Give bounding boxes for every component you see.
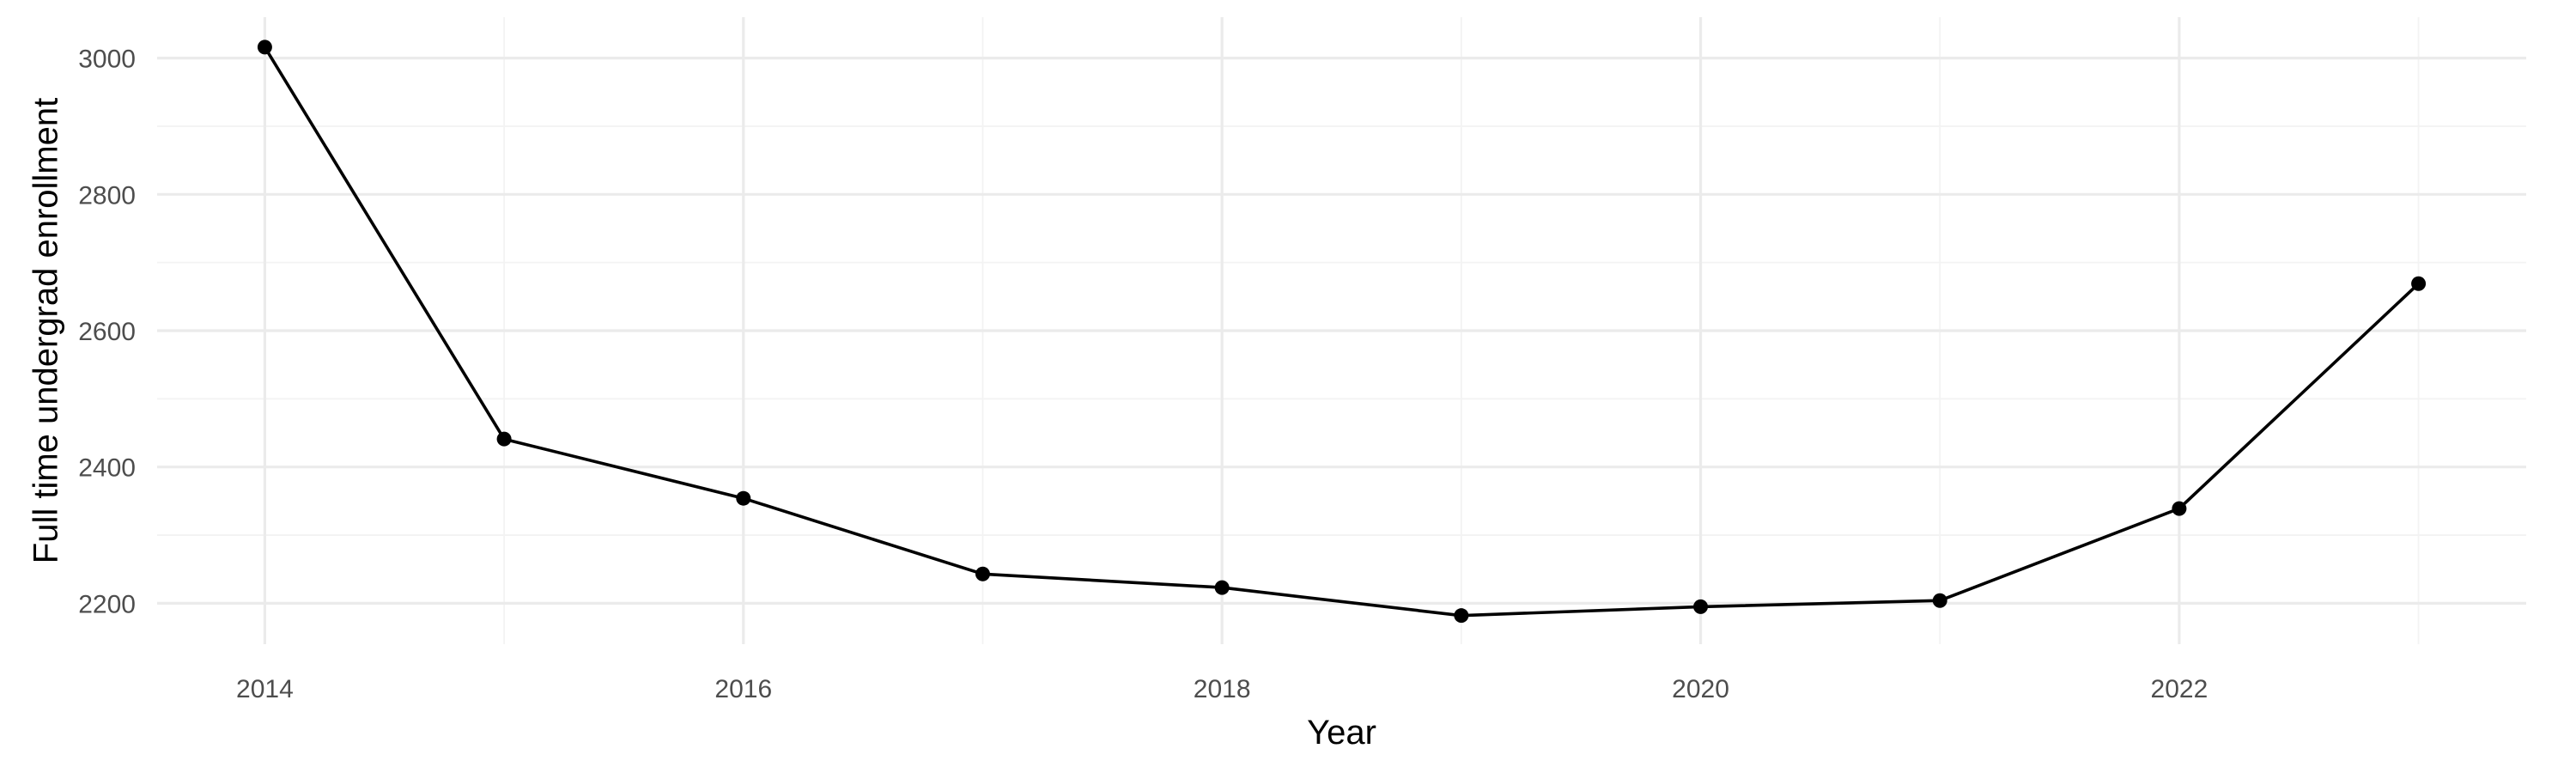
x-axis-ticks: 2014 2016 2018 2020 2022 [236,675,2208,703]
y-tick-label: 2200 [78,590,136,618]
data-point [975,566,990,581]
x-tick-label: 2014 [236,675,294,703]
data-point [1932,593,1947,608]
data-point [736,490,751,506]
y-axis-ticks: 2200 2400 2600 2800 3000 [78,46,136,619]
data-point [1693,599,1709,614]
grid [157,17,2526,644]
x-tick-label: 2022 [2151,675,2208,703]
y-axis-title: Full time undergrad enrollment [27,98,65,563]
data-point [2411,276,2427,291]
y-tick-label: 3000 [78,46,136,74]
y-tick-label: 2400 [78,454,136,483]
x-tick-label: 2018 [1194,675,1251,703]
data-points [257,40,2427,624]
data-point [496,431,512,447]
y-tick-label: 2600 [78,318,136,346]
x-tick-label: 2020 [1672,675,1729,703]
series-line [263,46,2420,618]
data-point [2172,501,2187,516]
x-axis-title: Year [1307,714,1376,752]
data-point [257,40,272,55]
y-tick-label: 2800 [78,181,136,210]
data-point [1454,608,1469,624]
x-tick-label: 2016 [714,675,772,703]
data-point [1214,580,1230,595]
